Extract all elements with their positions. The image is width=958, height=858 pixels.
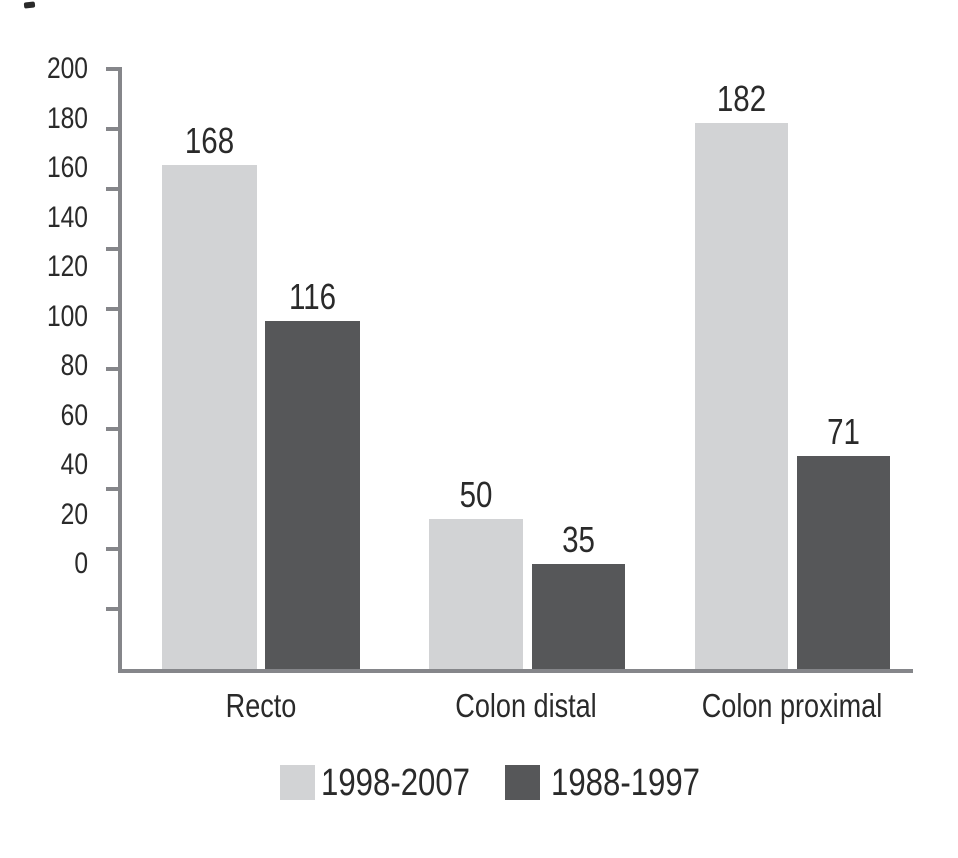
bar-1988-1997-colon-distal xyxy=(532,564,625,673)
y-axis-tick xyxy=(106,187,122,191)
y-axis-line xyxy=(118,67,122,673)
x-axis-label-colon-distal: Colon distal xyxy=(455,687,597,724)
bar-value-label-1988-1997-colon-proximal: 71 xyxy=(827,411,860,452)
legend-swatch-1988-1997 xyxy=(505,765,540,800)
y-axis-tick-label: 200 xyxy=(46,52,88,85)
y-axis-tick-label: 160 xyxy=(46,151,88,184)
bar-value-label-1998-2007-colon-distal: 50 xyxy=(459,474,493,515)
y-axis-tick xyxy=(106,67,122,71)
bar-value-label-1988-1997-recto: 116 xyxy=(288,276,337,317)
y-axis-tick xyxy=(106,247,122,251)
y-axis-tick-label: 120 xyxy=(46,250,88,283)
legend-label-1998-2007: 1998-2007 xyxy=(321,762,471,804)
y-axis-tick-label: 180 xyxy=(46,101,88,135)
y-axis-tick-label: 0 xyxy=(74,547,88,580)
y-axis-tick xyxy=(106,427,122,431)
bar-value-label-1998-2007-colon-proximal: 182 xyxy=(716,78,767,119)
y-axis-tick-label: 40 xyxy=(60,448,88,481)
legend-swatch-1998-2007 xyxy=(280,765,315,800)
y-axis-tick xyxy=(106,307,122,311)
y-axis-tick-label: 80 xyxy=(60,349,88,382)
y-axis-tick xyxy=(106,607,122,611)
bar-1998-2007-colon-distal xyxy=(429,519,523,673)
y-axis-tick-label: 100 xyxy=(46,299,88,333)
x-axis-label-recto: Recto xyxy=(225,687,297,724)
legend-label-1988-1997: 1988-1997 xyxy=(551,762,701,804)
bar-1998-2007-recto xyxy=(162,165,257,673)
y-axis-tick-label: 140 xyxy=(46,200,88,234)
x-axis-line xyxy=(118,669,913,673)
bar-value-label-1998-2007-recto: 168 xyxy=(184,120,235,161)
bar-1998-2007-colon-proximal xyxy=(695,123,788,673)
scan-artifact-mark xyxy=(23,1,36,9)
y-axis-tick xyxy=(106,547,122,551)
y-axis-tick-label: 20 xyxy=(60,497,88,531)
y-axis-tick xyxy=(106,487,122,491)
bar-1988-1997-colon-proximal xyxy=(797,456,890,673)
y-axis-tick xyxy=(106,367,122,371)
y-axis-tick-label: 60 xyxy=(60,398,88,432)
y-axis-tick xyxy=(106,127,122,131)
bar-1988-1997-recto xyxy=(265,321,360,673)
x-axis-label-colon-proximal: Colon proximal xyxy=(701,687,883,724)
bar-value-label-1988-1997-colon-distal: 35 xyxy=(562,519,595,560)
